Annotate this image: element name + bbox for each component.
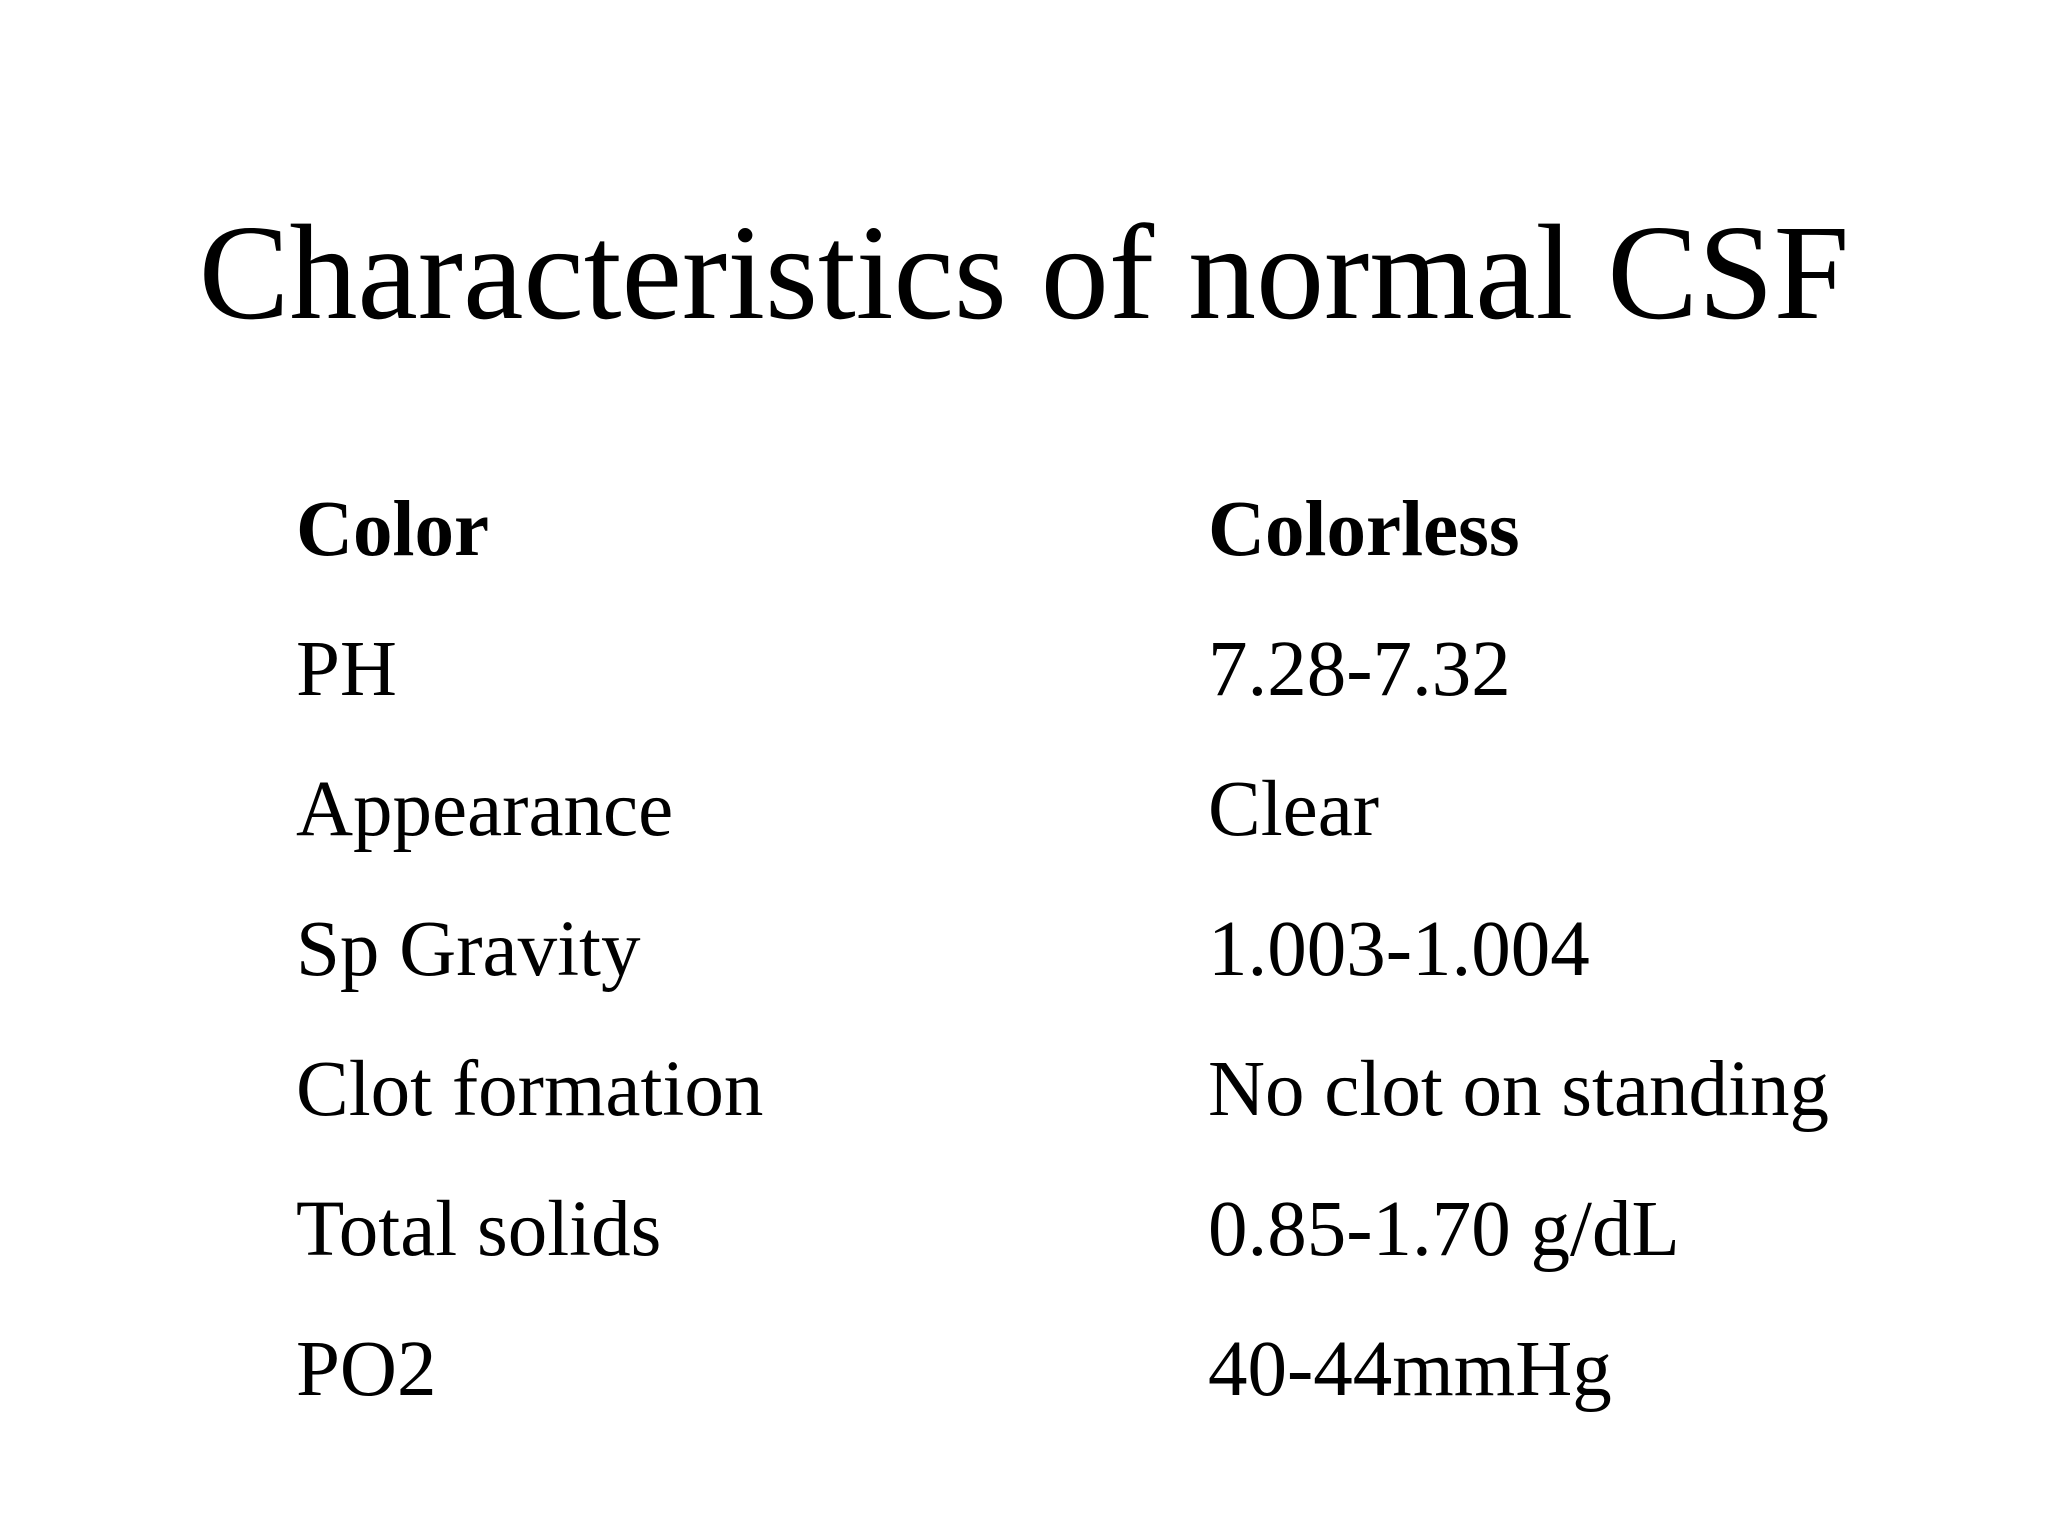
property-label: Clot formation [296, 1046, 764, 1133]
property-value: No clot on standing [1208, 1046, 1829, 1133]
table-row: Sp Gravity 1.003-1.004 [296, 900, 1996, 1040]
property-value: 40-44mmHg [1208, 1326, 1612, 1413]
table-row: Color Colorless [296, 480, 1996, 620]
property-label: Sp Gravity [296, 906, 641, 993]
table-row: Appearance Clear [296, 760, 1996, 900]
property-value: 0.85-1.70 g/dL [1208, 1186, 1680, 1273]
property-label: Total solids [296, 1186, 662, 1273]
property-label: PH [296, 626, 397, 713]
slide-title: Characteristics of normal CSF [198, 198, 1850, 348]
property-label: Color [296, 486, 490, 573]
property-value: 1.003-1.004 [1208, 906, 1590, 993]
property-value: Colorless [1208, 486, 1520, 573]
table-row: PO2 40-44mmHg [296, 1320, 1996, 1460]
property-label: Appearance [296, 766, 674, 853]
property-value: 7.28-7.32 [1208, 626, 1511, 713]
property-label: PO2 [296, 1326, 437, 1413]
table-row: Clot formation No clot on standing [296, 1040, 1996, 1180]
characteristics-table: Color Colorless PH 7.28-7.32 Appearance … [296, 480, 1996, 1460]
property-value: Clear [1208, 766, 1380, 853]
table-row: PH 7.28-7.32 [296, 620, 1996, 760]
table-row: Total solids 0.85-1.70 g/dL [296, 1180, 1996, 1320]
